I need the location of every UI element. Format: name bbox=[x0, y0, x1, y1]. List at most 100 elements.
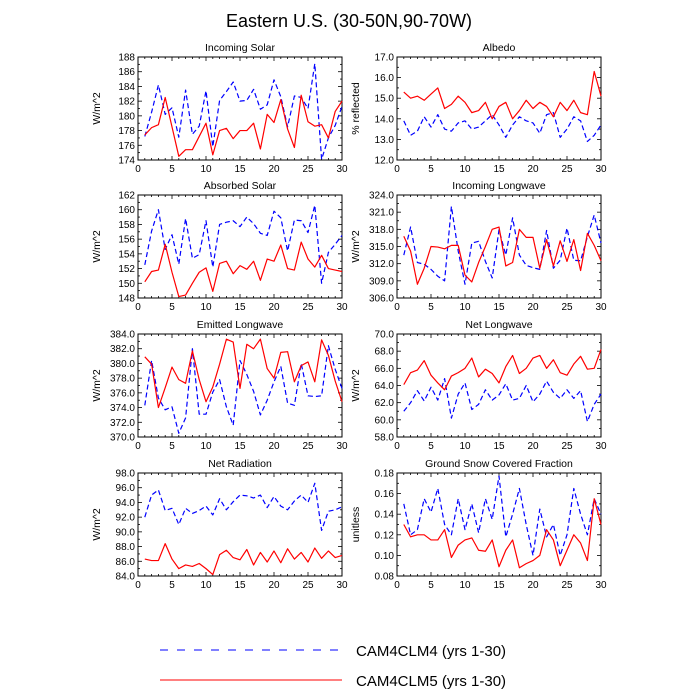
x-tick-label-absorbed-solar: 20 bbox=[268, 302, 280, 313]
y-tick-label-albedo: 17.0 bbox=[375, 53, 395, 64]
y-tick-label-net-radiation: 92.0 bbox=[116, 513, 136, 524]
y-tick-label-incoming-longwave: 321.0 bbox=[369, 208, 394, 219]
x-tick-label-emitted-longwave: 25 bbox=[302, 441, 314, 452]
y-tick-label-net-longwave: 68.0 bbox=[375, 347, 395, 358]
y-axis-label-net-longwave: W/m^2 bbox=[350, 369, 362, 402]
series-cam4clm4-yrs-1-30-incoming-solar bbox=[144, 63, 343, 160]
series-cam4clm5-yrs-1-30-net-radiation bbox=[144, 543, 343, 576]
x-tick-label-net-radiation: 10 bbox=[200, 580, 212, 591]
series-cam4clm4-yrs-1-30-emitted-longwave bbox=[144, 345, 343, 434]
x-tick-label-incoming-solar: 10 bbox=[200, 164, 212, 175]
y-tick-label-ground-snow-covered-fraction: 0.08 bbox=[375, 572, 395, 583]
y-tick-label-albedo: 12.0 bbox=[375, 156, 395, 167]
x-tick-label-emitted-longwave: 5 bbox=[169, 441, 175, 452]
x-tick-label-incoming-longwave: 30 bbox=[595, 302, 607, 313]
y-axis-label-absorbed-solar: W/m^2 bbox=[91, 230, 103, 263]
series-cam4clm5-yrs-1-30-incoming-longwave bbox=[403, 226, 602, 285]
x-tick-label-incoming-solar: 5 bbox=[169, 164, 175, 175]
x-tick-label-absorbed-solar: 30 bbox=[336, 302, 348, 313]
y-tick-label-ground-snow-covered-fraction: 0.12 bbox=[375, 530, 395, 541]
y-tick-label-net-longwave: 70.0 bbox=[375, 330, 395, 341]
panel-title-emitted-longwave: Emitted Longwave bbox=[197, 319, 284, 331]
y-tick-label-emitted-longwave: 380.0 bbox=[110, 359, 135, 370]
y-tick-label-absorbed-solar: 148 bbox=[118, 294, 135, 305]
y-tick-label-net-longwave: 64.0 bbox=[375, 381, 395, 392]
y-tick-label-albedo: 14.0 bbox=[375, 114, 395, 125]
plot-frame-net-longwave bbox=[396, 333, 602, 438]
panel-title-albedo: Albedo bbox=[483, 42, 516, 54]
x-tick-label-incoming-longwave: 10 bbox=[459, 302, 471, 313]
y-axis-label-emitted-longwave: W/m^2 bbox=[91, 369, 103, 402]
y-tick-label-incoming-longwave: 309.0 bbox=[369, 276, 394, 287]
y-tick-label-net-radiation: 88.0 bbox=[116, 542, 136, 553]
x-tick-label-net-longwave: 15 bbox=[493, 441, 505, 452]
series-cam4clm4-yrs-1-30-incoming-longwave bbox=[403, 205, 602, 285]
x-tick-label-albedo: 15 bbox=[493, 164, 505, 175]
y-tick-label-ground-snow-covered-fraction: 0.18 bbox=[375, 469, 395, 480]
x-tick-label-emitted-longwave: 20 bbox=[268, 441, 280, 452]
y-tick-label-incoming-solar: 174 bbox=[118, 156, 135, 167]
x-tick-label-net-longwave: 20 bbox=[527, 441, 539, 452]
series-cam4clm4-yrs-1-30-albedo bbox=[403, 112, 602, 143]
y-tick-label-net-radiation: 94.0 bbox=[116, 498, 136, 509]
x-tick-label-incoming-solar: 25 bbox=[302, 164, 314, 175]
x-tick-label-net-longwave: 0 bbox=[394, 441, 400, 452]
x-tick-label-net-longwave: 10 bbox=[459, 441, 471, 452]
x-tick-label-albedo: 10 bbox=[459, 164, 471, 175]
series-cam4clm5-yrs-1-30-ground-snow-covered-fraction bbox=[403, 498, 602, 569]
y-tick-label-incoming-solar: 184 bbox=[118, 82, 135, 93]
y-tick-label-incoming-solar: 176 bbox=[118, 141, 135, 152]
y-tick-label-emitted-longwave: 382.0 bbox=[110, 344, 135, 355]
y-tick-label-incoming-solar: 182 bbox=[118, 97, 135, 108]
x-tick-label-ground-snow-covered-fraction: 15 bbox=[493, 580, 505, 591]
x-tick-label-net-radiation: 20 bbox=[268, 580, 280, 591]
x-tick-label-ground-snow-covered-fraction: 25 bbox=[561, 580, 573, 591]
y-tick-label-net-radiation: 98.0 bbox=[116, 469, 136, 480]
y-tick-label-absorbed-solar: 150 bbox=[118, 279, 135, 290]
panel-incoming-longwave: Incoming Longwave W/m^2 0 5 10 15 20 25 30 306.0 3… bbox=[350, 180, 607, 313]
x-tick-label-incoming-longwave: 25 bbox=[561, 302, 573, 313]
x-tick-label-net-radiation: 25 bbox=[302, 580, 314, 591]
panel-title-incoming-solar: Incoming Solar bbox=[205, 42, 276, 54]
x-tick-label-net-radiation: 0 bbox=[135, 580, 141, 591]
x-tick-label-absorbed-solar: 15 bbox=[234, 302, 246, 313]
x-tick-label-ground-snow-covered-fraction: 20 bbox=[527, 580, 539, 591]
x-tick-label-ground-snow-covered-fraction: 30 bbox=[595, 580, 607, 591]
x-tick-label-albedo: 20 bbox=[527, 164, 539, 175]
y-tick-label-absorbed-solar: 162 bbox=[118, 191, 135, 202]
y-tick-label-incoming-longwave: 324.0 bbox=[369, 191, 394, 202]
x-tick-label-incoming-longwave: 20 bbox=[527, 302, 539, 313]
x-tick-label-absorbed-solar: 5 bbox=[169, 302, 175, 313]
x-tick-label-incoming-longwave: 0 bbox=[394, 302, 400, 313]
x-tick-label-incoming-solar: 15 bbox=[234, 164, 246, 175]
x-tick-label-incoming-solar: 30 bbox=[336, 164, 348, 175]
plot-frame-albedo bbox=[396, 56, 602, 161]
y-tick-label-incoming-longwave: 306.0 bbox=[369, 294, 394, 305]
legend-entry-cam4clm5: CAM4CLM5 (yrs 1-30) bbox=[160, 673, 506, 690]
x-tick-label-emitted-longwave: 15 bbox=[234, 441, 246, 452]
series-cam4clm5-yrs-1-30-albedo bbox=[403, 70, 602, 120]
x-tick-label-net-longwave: 25 bbox=[561, 441, 573, 452]
x-tick-label-emitted-longwave: 10 bbox=[200, 441, 212, 452]
series-cam4clm5-yrs-1-30-emitted-longwave bbox=[144, 338, 343, 409]
series-cam4clm5-yrs-1-30-incoming-solar bbox=[144, 94, 343, 157]
y-tick-label-incoming-solar: 186 bbox=[118, 67, 135, 78]
y-tick-label-net-longwave: 58.0 bbox=[375, 433, 395, 444]
y-tick-label-absorbed-solar: 154 bbox=[118, 249, 135, 260]
y-tick-label-net-radiation: 90.0 bbox=[116, 527, 136, 538]
x-tick-label-absorbed-solar: 25 bbox=[302, 302, 314, 313]
y-tick-label-albedo: 15.0 bbox=[375, 94, 395, 105]
y-tick-label-absorbed-solar: 152 bbox=[118, 264, 135, 275]
panel-title-net-radiation: Net Radiation bbox=[208, 458, 272, 470]
y-axis-label-incoming-longwave: W/m^2 bbox=[350, 230, 362, 263]
x-tick-label-incoming-solar: 0 bbox=[135, 164, 141, 175]
x-tick-label-net-radiation: 5 bbox=[169, 580, 175, 591]
y-tick-label-net-radiation: 84.0 bbox=[116, 572, 136, 583]
series-cam4clm4-yrs-1-30-net-longwave bbox=[403, 378, 602, 423]
legend: CAM4CLM4 (yrs 1-30) CAM4CLM5 (yrs 1-30) bbox=[160, 643, 506, 690]
y-tick-label-emitted-longwave: 376.0 bbox=[110, 388, 135, 399]
panel-absorbed-solar: Absorbed Solar W/m^2 0 5 10 15 20 25 30 148 150 152… bbox=[91, 180, 348, 313]
x-tick-label-net-longwave: 30 bbox=[595, 441, 607, 452]
